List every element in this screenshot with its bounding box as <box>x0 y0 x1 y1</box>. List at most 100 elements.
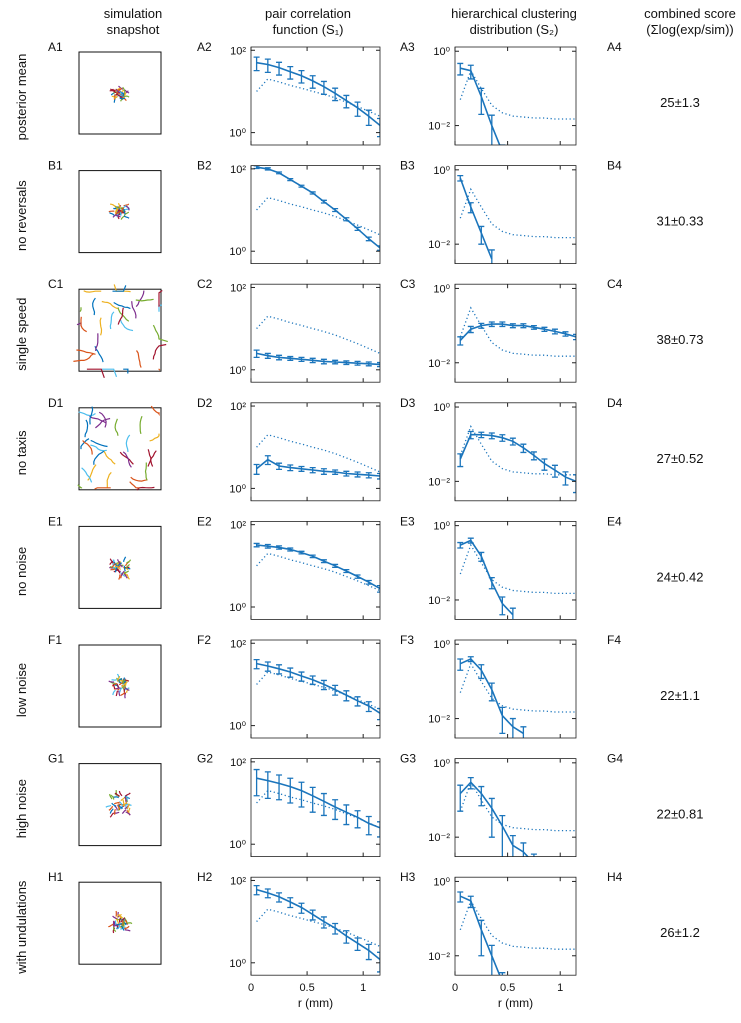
panel-label: D4 <box>607 396 623 410</box>
score: 38±0.73 <box>657 332 704 347</box>
y-tick-label: 10² <box>230 638 246 650</box>
column-header: combined score(Σlog(exp/sim)) <box>644 6 736 37</box>
x-tick-label: 1 <box>360 982 366 994</box>
score: 22±1.1 <box>660 688 700 703</box>
y-tick-label: 10⁰ <box>433 165 450 177</box>
panel-label: F4 <box>607 633 621 647</box>
x-tick-label: 0.5 <box>299 982 314 994</box>
panel-label: D3 <box>400 396 416 410</box>
error-bar <box>254 57 260 70</box>
panel-label: F2 <box>197 633 211 647</box>
y-tick-label: 10² <box>230 875 246 887</box>
plot-area <box>457 63 576 162</box>
panel-label: F1 <box>48 633 62 647</box>
series-line <box>257 63 380 126</box>
error-bar <box>457 176 463 181</box>
panel-label: G4 <box>607 752 623 766</box>
y-tick-label: 10² <box>230 164 246 176</box>
panel-label: C1 <box>48 277 64 291</box>
axes-box <box>251 521 380 619</box>
panel-label: H4 <box>607 870 623 884</box>
panel-label: E3 <box>400 514 415 528</box>
row-label: no taxis <box>14 430 29 475</box>
error-bar <box>332 800 338 820</box>
error-bar <box>366 817 372 835</box>
panel-label: E2 <box>197 514 212 528</box>
series-line <box>257 664 380 714</box>
plot-area <box>457 308 579 356</box>
panel-label: H3 <box>400 870 416 884</box>
panel-label: E4 <box>607 514 622 528</box>
y-tick-label: 10⁰ <box>433 639 450 651</box>
error-bar <box>276 775 282 800</box>
y-tick-label: 10⁻² <box>428 476 450 488</box>
axes-box <box>251 403 380 501</box>
axes-box <box>251 166 380 264</box>
plot-area <box>457 538 576 626</box>
series-line <box>257 890 380 960</box>
error-bar <box>321 794 327 816</box>
panel-label: G3 <box>400 752 416 766</box>
error-bar <box>489 115 495 163</box>
error-bar <box>510 719 516 745</box>
y-tick-label: 10⁰ <box>433 283 450 295</box>
y-tick-label: 10⁰ <box>433 758 450 770</box>
error-bar <box>298 782 304 807</box>
y-tick-label: 10² <box>230 520 246 532</box>
x-tick-label: 0 <box>248 982 254 994</box>
row-label: single speed <box>14 298 29 371</box>
axes-box <box>455 759 576 857</box>
error-bar <box>343 570 349 573</box>
axes-box <box>455 521 576 619</box>
y-tick-label: 10² <box>230 757 246 769</box>
cell-trace <box>115 94 116 100</box>
row-label: with undulations <box>14 880 29 975</box>
y-tick-label: 10⁻² <box>428 121 450 133</box>
error-bar <box>499 145 505 163</box>
axes-box <box>251 759 380 857</box>
snapshot-frame <box>79 289 161 371</box>
axes-box <box>455 47 576 145</box>
error-bar <box>520 727 526 745</box>
cell-trace <box>123 920 124 926</box>
error-bar <box>321 200 327 203</box>
y-tick-label: 10² <box>230 401 246 413</box>
y-tick-label: 10⁻² <box>428 358 450 370</box>
error-bar <box>366 581 372 585</box>
error-bar <box>366 237 372 241</box>
error-bar <box>265 772 271 798</box>
error-bar <box>520 444 526 452</box>
panel-label: G1 <box>48 752 64 766</box>
axes-box <box>251 284 380 382</box>
y-tick-label: 10² <box>230 45 246 57</box>
panel-label: A3 <box>400 40 415 54</box>
error-bar <box>520 843 526 874</box>
error-bar <box>298 185 304 187</box>
x-tick-label: 1 <box>557 982 563 994</box>
panel-label: C4 <box>607 277 623 291</box>
y-tick-label: 10⁰ <box>229 958 246 970</box>
score: 25±1.3 <box>660 95 700 110</box>
error-bar <box>343 805 349 825</box>
series-line <box>257 316 380 353</box>
panel-label: E1 <box>48 514 63 528</box>
error-bar <box>510 608 516 626</box>
panel-label: B4 <box>607 159 622 173</box>
y-tick-label: 10⁰ <box>433 46 450 58</box>
panel-label: B2 <box>197 159 212 173</box>
series-line <box>257 167 380 248</box>
error-bar <box>332 209 338 212</box>
y-tick-label: 10⁻² <box>428 239 450 251</box>
series-line <box>460 189 576 237</box>
plot-area <box>254 316 383 366</box>
plot-area <box>254 57 383 136</box>
series-line <box>460 545 576 593</box>
axes-box <box>455 403 576 501</box>
error-bar <box>254 770 260 796</box>
plot-area <box>254 660 383 720</box>
series-line <box>460 324 576 340</box>
